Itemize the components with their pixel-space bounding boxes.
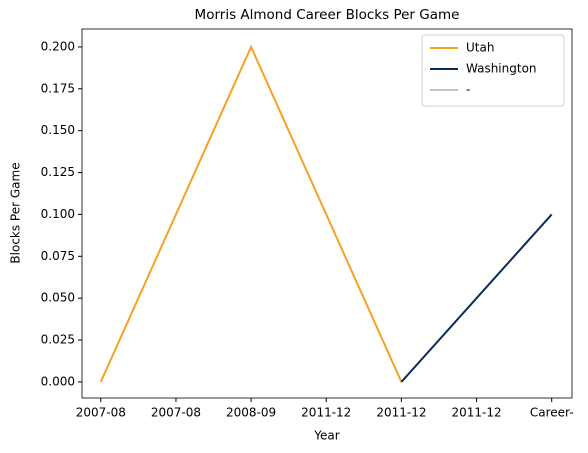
y-tick-label: 0.025 (41, 333, 75, 347)
x-tick-label: 2011-12 (301, 406, 351, 420)
legend-label: Utah (466, 41, 494, 55)
y-axis-label: Blocks Per Game (9, 162, 23, 263)
x-tick-label: 2008-09 (226, 406, 276, 420)
y-tick-label: 0.200 (41, 39, 75, 53)
x-tick-label: 2011-12 (451, 406, 501, 420)
x-tick-label: Career- (530, 406, 574, 420)
y-tick-label: 0.125 (41, 165, 75, 179)
y-tick-label: 0.075 (41, 249, 75, 263)
y-tick-label: 0.175 (41, 81, 75, 95)
legend-label: Washington (466, 62, 537, 76)
chart-title: Morris Almond Career Blocks Per Game (195, 7, 460, 23)
x-tick-label: 2007-08 (151, 406, 201, 420)
y-tick-label: 0.050 (41, 291, 75, 305)
legend-box (421, 34, 565, 107)
plot-frame (81, 28, 573, 399)
x-axis-label: Year (313, 429, 339, 443)
x-tick-label: 2011-12 (376, 406, 426, 420)
series-line (99, 44, 403, 383)
y-tick-label: 0.000 (41, 374, 75, 388)
x-tick-label: 2007-08 (76, 406, 126, 420)
y-tick-label: 0.150 (41, 123, 75, 137)
legend-label: - (466, 83, 470, 97)
series-line (400, 213, 553, 383)
y-tick-label: 0.100 (41, 207, 75, 221)
